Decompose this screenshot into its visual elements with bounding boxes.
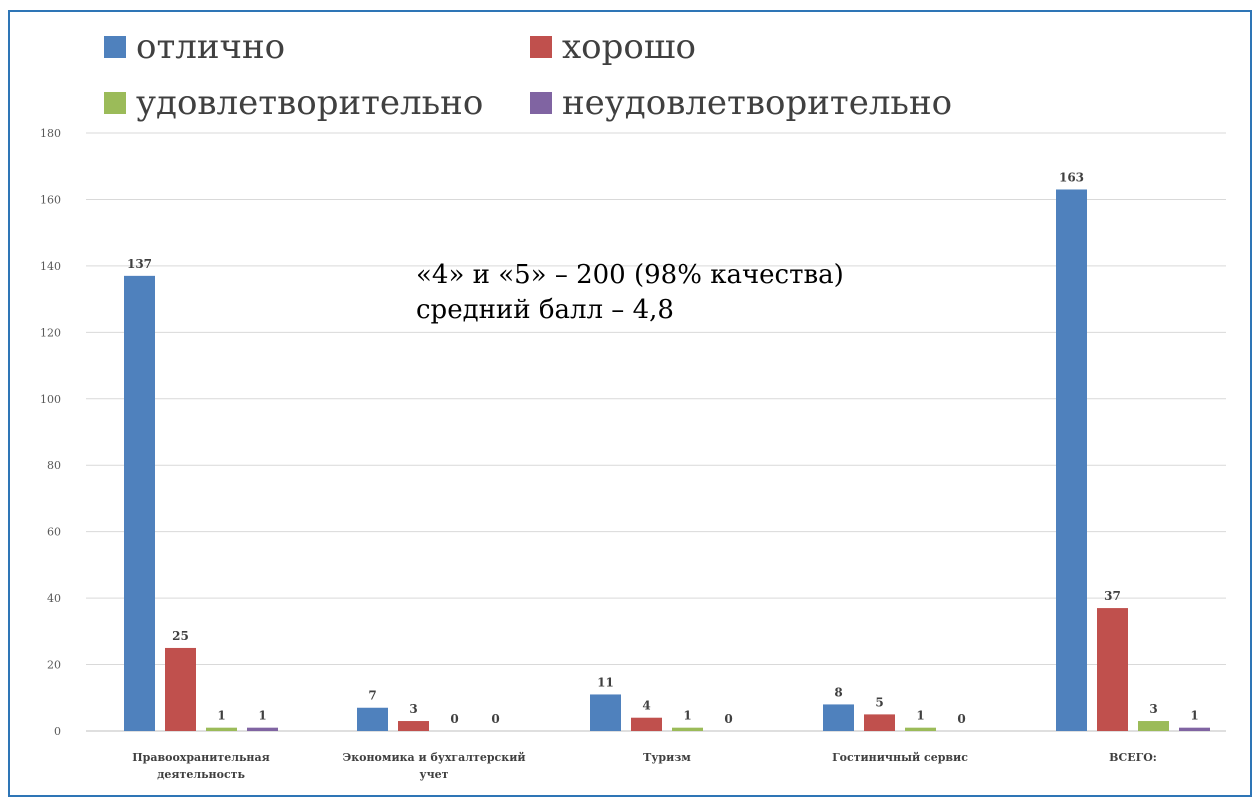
data-label: 0	[491, 712, 499, 726]
data-label: 11	[597, 675, 614, 689]
data-label: 7	[368, 689, 376, 703]
legend-swatch	[104, 92, 126, 114]
legend-label: отлично	[136, 27, 285, 67]
y-tick-label: 140	[40, 260, 61, 273]
category-label: Гостиничный сервис	[832, 751, 968, 764]
legend-swatch	[530, 36, 552, 58]
data-label: 3	[1149, 702, 1157, 716]
bar	[1179, 728, 1210, 731]
category-label: деятельность	[157, 768, 245, 781]
data-label: 1	[217, 709, 225, 723]
bar	[206, 728, 237, 731]
bar	[905, 728, 936, 731]
data-label: 25	[172, 629, 189, 643]
y-tick-label: 60	[47, 526, 61, 539]
data-label: 0	[724, 712, 732, 726]
category-label: ВСЕГО:	[1109, 751, 1157, 764]
data-label: 4	[642, 699, 650, 713]
y-tick-label: 160	[40, 193, 61, 206]
bar	[357, 708, 388, 731]
bar	[864, 714, 895, 731]
grid-layer	[86, 133, 1226, 731]
y-tick-label: 180	[40, 127, 61, 140]
y-tick-label: 80	[47, 459, 61, 472]
y-tick-label: 100	[40, 393, 61, 406]
bar	[124, 276, 155, 731]
legend-label: хорошо	[562, 27, 696, 67]
legend: отлично хорошо удовлетворительно неудовлетв…	[104, 27, 952, 123]
data-label: 37	[1104, 589, 1121, 603]
bar	[590, 694, 621, 731]
bar	[631, 718, 662, 731]
data-label: 1	[258, 709, 266, 723]
legend-swatch	[104, 36, 126, 58]
legend-swatch	[530, 92, 552, 114]
annotation-average: средний балл – 4,8	[416, 295, 674, 325]
category-labels: Правоохранительная деятельность Экономика …	[132, 751, 1157, 781]
data-label: 8	[834, 685, 842, 699]
bar	[1138, 721, 1169, 731]
bar	[1056, 189, 1087, 731]
bar	[1097, 608, 1128, 731]
y-tick-label: 40	[47, 592, 61, 605]
data-label: 163	[1059, 170, 1084, 184]
category-label: Туризм	[643, 751, 691, 764]
data-label: 5	[875, 695, 883, 709]
bar	[165, 648, 196, 731]
y-tick-label: 0	[54, 725, 61, 738]
annotation-quality: «4» и «5» – 200 (98% качества)	[416, 260, 844, 290]
category-label: Правоохранительная	[132, 751, 269, 764]
data-label: 0	[957, 712, 965, 726]
data-label: 1	[1190, 709, 1198, 723]
y-tick-label: 120	[40, 326, 61, 339]
bar	[398, 721, 429, 731]
bar	[672, 728, 703, 731]
category-label: Экономика и бухгалтерский	[342, 751, 525, 764]
legend-label: неудовлетворительно	[562, 83, 952, 123]
data-label: 0	[450, 712, 458, 726]
legend-label: удовлетворительно	[136, 83, 483, 123]
data-label: 1	[916, 709, 924, 723]
y-axis-ticks: 0 20 40 60 80 100 120 140 160 180	[40, 127, 61, 738]
bar	[247, 728, 278, 731]
y-tick-label: 20	[47, 659, 61, 672]
data-label: 1	[683, 709, 691, 723]
bar	[823, 704, 854, 731]
data-label: 3	[409, 702, 417, 716]
category-label: учет	[420, 768, 449, 781]
data-label: 137	[127, 257, 152, 271]
